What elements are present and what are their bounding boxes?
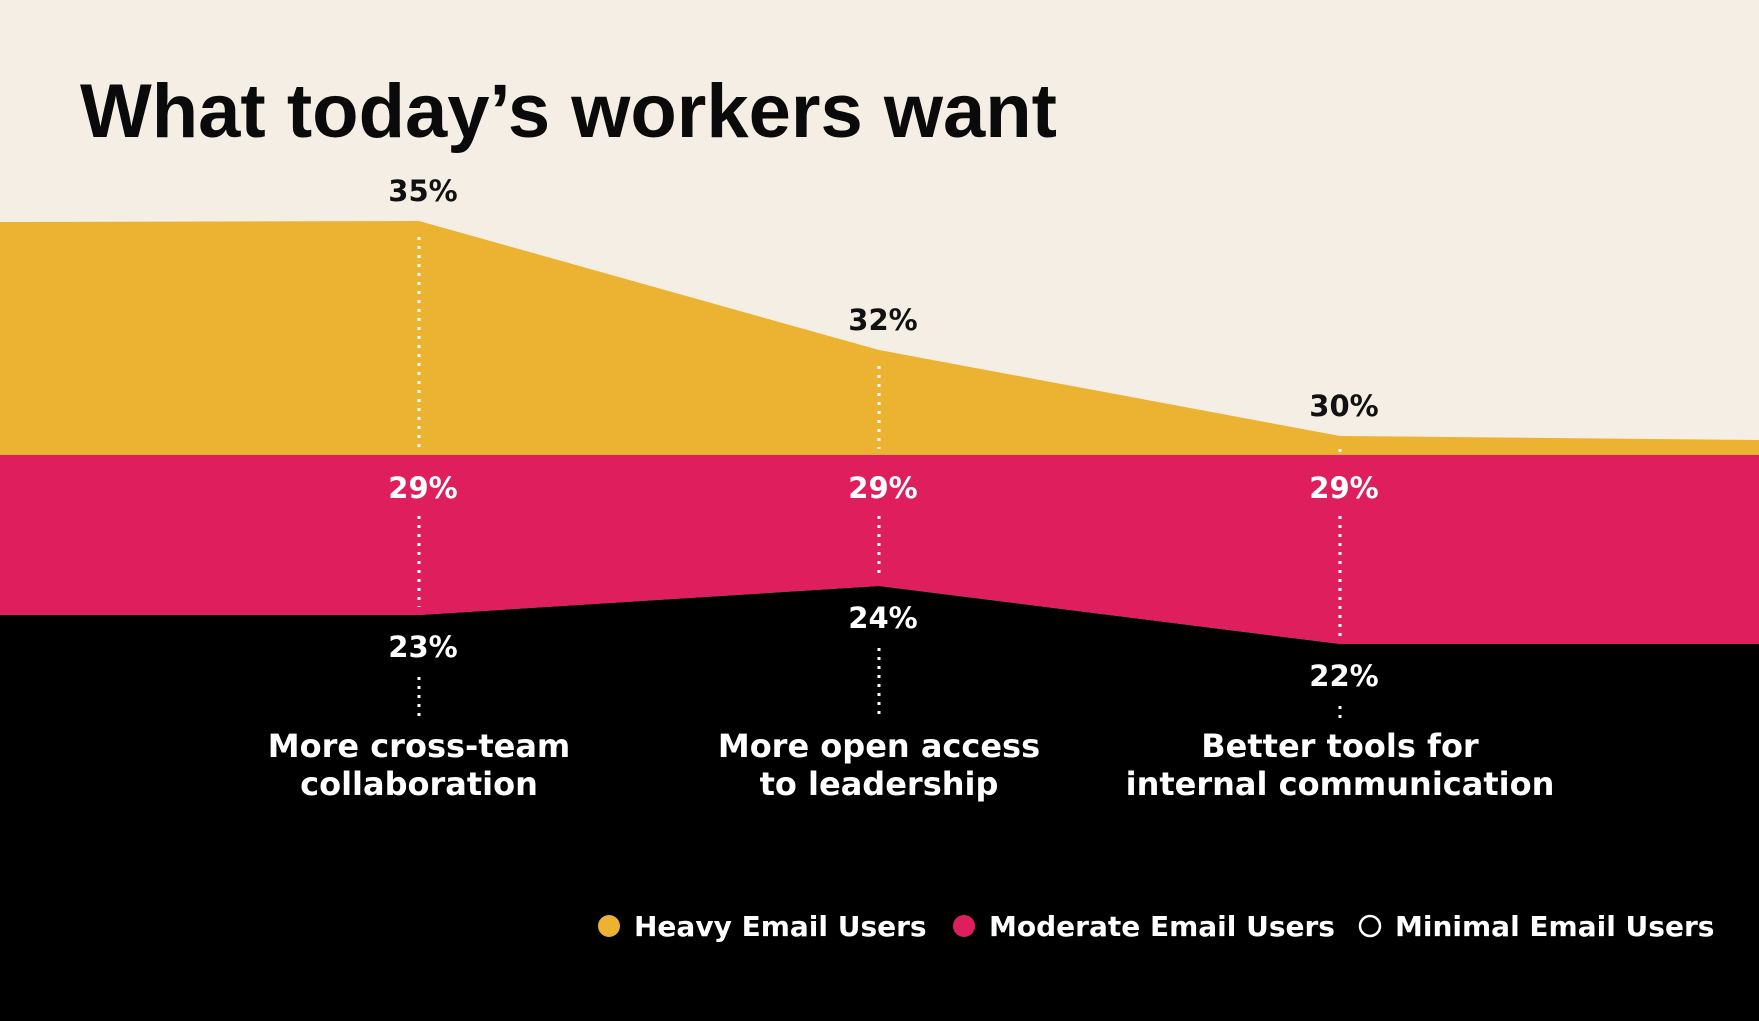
legend-swatch-3 bbox=[1358, 914, 1382, 938]
label-heavy-1: 35% bbox=[388, 174, 457, 208]
data-labels: 35% 29% 23% 32% 29% 24% 30% 29% 22% bbox=[388, 174, 1378, 693]
category-label-3-line-2: internal communication bbox=[1126, 765, 1555, 803]
label-minimal-3: 22% bbox=[1309, 659, 1378, 693]
legend: Heavy Email Users Moderate Email Users Min… bbox=[598, 910, 1714, 943]
label-heavy-2: 32% bbox=[848, 303, 917, 337]
label-moderate-1: 29% bbox=[388, 471, 457, 505]
area-layers bbox=[0, 221, 1759, 1021]
category-label-2-line-2: to leadership bbox=[760, 765, 999, 803]
area-minimal-email-users bbox=[0, 586, 1759, 1021]
area-moderate-email-users bbox=[0, 455, 1759, 644]
category-label-2-line-1: More open access bbox=[718, 727, 1040, 765]
label-moderate-2: 29% bbox=[848, 471, 917, 505]
label-moderate-3: 29% bbox=[1309, 471, 1378, 505]
category-label-1-line-2: collaboration bbox=[300, 765, 538, 803]
category-label-3-line-1: Better tools for bbox=[1201, 727, 1479, 765]
legend-label-1: Heavy Email Users bbox=[634, 910, 927, 943]
chart-title: What today’s workers want bbox=[80, 69, 1057, 154]
label-minimal-2: 24% bbox=[848, 601, 917, 635]
legend-swatch-2 bbox=[953, 915, 975, 937]
label-minimal-1: 23% bbox=[388, 630, 457, 664]
legend-label-3: Minimal Email Users bbox=[1395, 910, 1714, 943]
legend-swatch-1 bbox=[598, 915, 620, 937]
guide-lines bbox=[417, 237, 1342, 718]
legend-label-2: Moderate Email Users bbox=[989, 910, 1335, 943]
label-heavy-3: 30% bbox=[1309, 389, 1378, 423]
category-label-1-line-1: More cross-team bbox=[268, 727, 571, 765]
area-heavy-email-users bbox=[0, 221, 1759, 455]
